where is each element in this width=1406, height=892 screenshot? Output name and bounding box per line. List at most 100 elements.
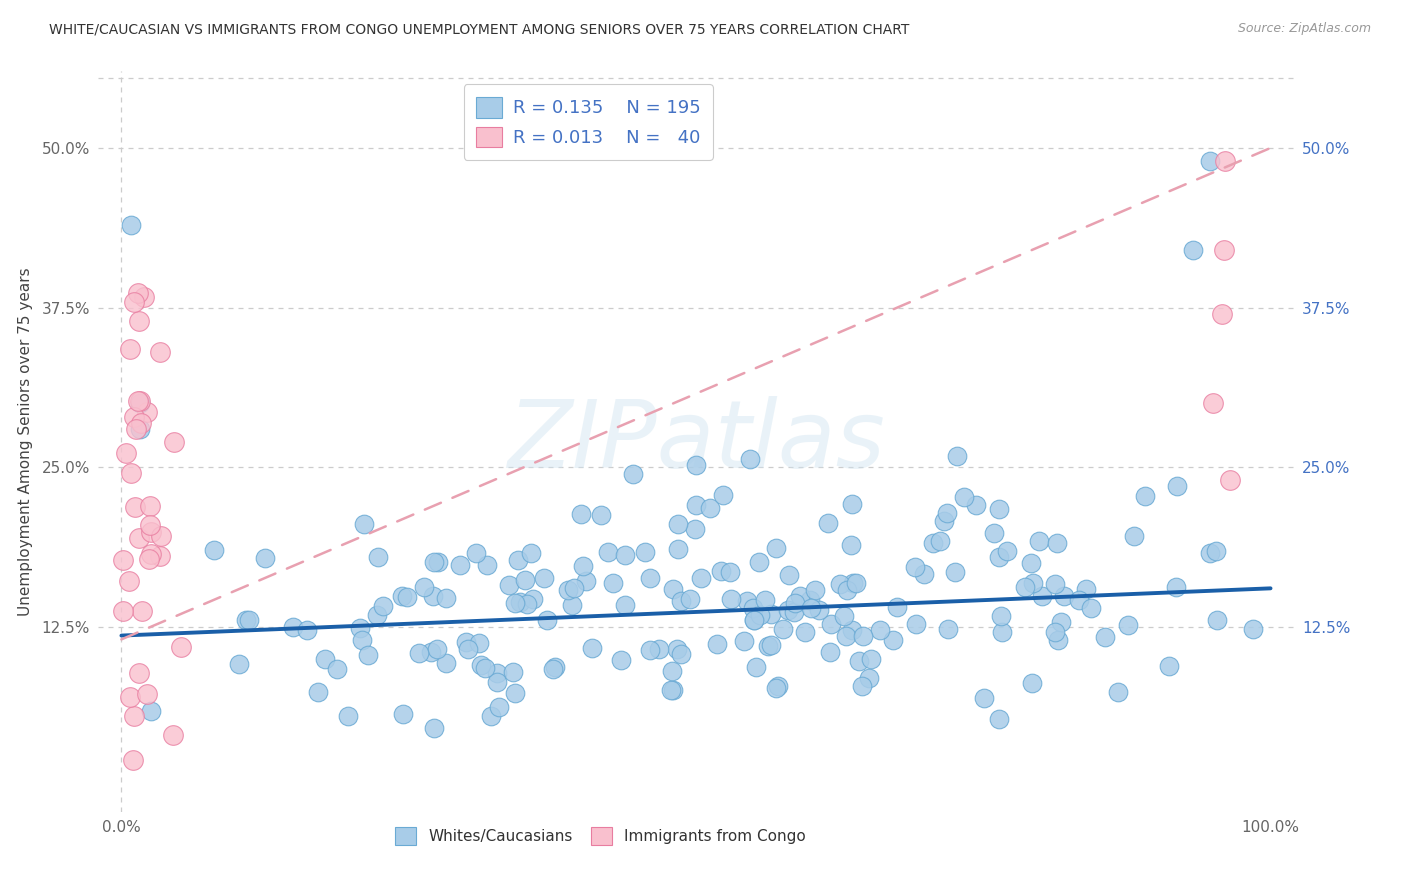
Point	[860, 652, 883, 666]
Point	[202, 543, 225, 558]
Point	[905, 616, 928, 631]
Point	[138, 552, 160, 566]
Point	[149, 529, 172, 543]
Point	[683, 522, 706, 536]
Point	[503, 596, 526, 610]
Point	[254, 550, 277, 565]
Point	[1122, 529, 1144, 543]
Point	[737, 594, 759, 608]
Point	[841, 497, 863, 511]
Point	[127, 393, 149, 408]
Point	[129, 422, 152, 436]
Point	[666, 541, 689, 556]
Point	[513, 573, 536, 587]
Point	[502, 665, 524, 680]
Point	[1166, 479, 1188, 493]
Text: ZIPatlas: ZIPatlas	[508, 396, 884, 487]
Point	[904, 559, 927, 574]
Point	[350, 632, 373, 647]
Point	[122, 709, 145, 723]
Point	[744, 613, 766, 627]
Point	[120, 218, 142, 232]
Point	[987, 712, 1010, 726]
Point	[124, 500, 146, 514]
Point	[1080, 601, 1102, 615]
Point	[718, 565, 741, 579]
Point	[367, 549, 389, 564]
Point	[449, 558, 471, 573]
Point	[533, 570, 555, 584]
Point	[474, 661, 496, 675]
Point	[936, 622, 959, 636]
Point	[983, 525, 1005, 540]
Point	[742, 601, 765, 615]
Point	[765, 541, 787, 555]
Point	[139, 547, 162, 561]
Point	[1014, 580, 1036, 594]
Point	[141, 524, 163, 539]
Point	[1205, 544, 1227, 558]
Point	[778, 603, 800, 617]
Point	[1213, 153, 1236, 168]
Point	[479, 708, 502, 723]
Point	[799, 593, 821, 607]
Point	[371, 599, 394, 613]
Point	[509, 594, 531, 608]
Point	[427, 555, 450, 569]
Point	[839, 538, 862, 552]
Point	[134, 290, 156, 304]
Point	[392, 707, 415, 722]
Point	[835, 629, 858, 643]
Point	[935, 506, 957, 520]
Point	[808, 603, 831, 617]
Point	[669, 647, 692, 661]
Point	[990, 608, 1012, 623]
Point	[988, 549, 1011, 564]
Point	[638, 642, 661, 657]
Y-axis label: Unemployment Among Seniors over 75 years: Unemployment Among Seniors over 75 years	[18, 268, 34, 615]
Point	[621, 467, 644, 481]
Point	[486, 675, 509, 690]
Legend: Whites/Caucasians, Immigrants from Congo: Whites/Caucasians, Immigrants from Congo	[387, 819, 814, 852]
Point	[852, 629, 875, 643]
Point	[281, 620, 304, 634]
Point	[789, 589, 811, 603]
Point	[638, 571, 661, 585]
Point	[465, 546, 488, 560]
Point	[391, 589, 413, 603]
Point	[886, 599, 908, 614]
Point	[426, 642, 449, 657]
Point	[125, 422, 148, 436]
Point	[661, 664, 683, 678]
Point	[423, 555, 446, 569]
Point	[122, 295, 145, 310]
Point	[128, 396, 150, 410]
Point	[128, 531, 150, 545]
Point	[772, 622, 794, 636]
Point	[662, 582, 685, 597]
Point	[457, 642, 479, 657]
Point	[422, 590, 444, 604]
Point	[837, 583, 859, 598]
Point	[818, 645, 841, 659]
Point	[1022, 575, 1045, 590]
Text: WHITE/CAUCASIAN VS IMMIGRANTS FROM CONGO UNEMPLOYMENT AMONG SENIORS OVER 75 YEAR: WHITE/CAUCASIAN VS IMMIGRANTS FROM CONGO…	[49, 22, 910, 37]
Point	[557, 583, 579, 598]
Point	[748, 555, 770, 569]
Point	[666, 641, 689, 656]
Point	[228, 657, 250, 671]
Point	[516, 597, 538, 611]
Point	[1046, 536, 1069, 550]
Point	[574, 574, 596, 588]
Point	[314, 652, 336, 666]
Point	[1157, 658, 1180, 673]
Point	[709, 564, 731, 578]
Point	[841, 623, 863, 637]
Point	[349, 621, 371, 635]
Point	[422, 722, 444, 736]
Point	[720, 592, 742, 607]
Point	[671, 594, 693, 608]
Point	[990, 624, 1012, 639]
Point	[420, 645, 443, 659]
Point	[135, 687, 157, 701]
